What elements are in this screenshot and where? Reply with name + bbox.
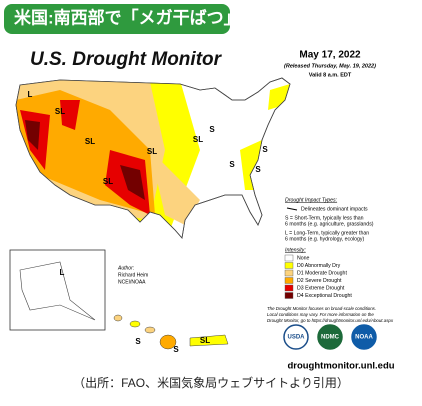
legend-swatch [284, 262, 294, 269]
map-label: SL [193, 135, 203, 144]
note: Drought Monitor, go to https://droughtmo… [267, 318, 394, 323]
map-label: SL [200, 336, 210, 345]
author-label: Author: [117, 265, 135, 271]
logo [283, 324, 309, 350]
author-org: NCEI/NOAA [118, 279, 146, 285]
map-label: S [173, 345, 179, 354]
legend-swatch [284, 269, 294, 277]
legend-swatch [284, 292, 294, 299]
map-title: U.S. Drought Monitor [30, 49, 223, 70]
map-label: S [135, 337, 141, 346]
map-label: S [255, 165, 261, 174]
map-label: S [262, 145, 268, 154]
legend-label: D2 Severe Drought [297, 278, 342, 284]
author-name: Richard Heim [118, 272, 148, 278]
valid: Valid 8 a.m. EDT [309, 72, 352, 78]
released: (Released Thursday, May. 19, 2022) [284, 63, 376, 69]
impact-short: 6 months (e.g. agriculture, grasslands) [285, 221, 374, 227]
logo-text: USDA [287, 335, 305, 341]
badge [4, 4, 230, 34]
map-label: L [60, 268, 65, 277]
date: May 17, 2022 [299, 50, 361, 61]
impact-title: Drought Impact Types: [285, 197, 338, 203]
impact-short: S = Short-Term, typically less than [285, 215, 364, 221]
caption: （出所：FAO、米国気象局ウェブサイトより引用） [73, 375, 349, 390]
map-label: L [28, 90, 33, 99]
legend-label: None [297, 255, 310, 261]
url: droughtmonitor.unl.edu [287, 361, 394, 372]
map-label: SL [147, 147, 157, 156]
map-label: SL [85, 137, 95, 146]
impact-long: L = Long-Term, typically greater than [285, 230, 369, 236]
logo-text: NOAA [355, 335, 373, 341]
legend-label: D4 Exceptional Drought [297, 293, 352, 299]
legend-swatch [284, 254, 294, 262]
map-label: S [209, 125, 215, 134]
note: The Drought Monitor focuses on broad-sca… [267, 306, 376, 311]
impact-delineates: Delineates dominant impacts [301, 206, 368, 212]
logo [351, 324, 377, 350]
impact-long: 6 months (e.g. hydrology, ecology) [285, 236, 364, 242]
logo-text: NDMC [321, 335, 340, 341]
map-label: S [229, 160, 235, 169]
legend-label: D3 Extreme Drought [297, 285, 345, 291]
legend-label: D1 Moderate Drought [297, 270, 347, 276]
legend-swatch [284, 284, 294, 292]
alaska-inset [9, 249, 106, 331]
puerto-rico [189, 334, 229, 347]
map-label: SL [55, 107, 65, 116]
hawaii-inset [113, 314, 177, 350]
badge-text: 米国:南西部で「メガ干ばつ」 [14, 7, 241, 27]
legend-label: D0 Abnormally Dry [297, 263, 341, 269]
intensity-title: Intensity: [285, 247, 306, 253]
impact-line [286, 207, 298, 211]
logo [317, 324, 343, 350]
note: Local conditions may vary. For more info… [267, 312, 374, 317]
legend-swatch [284, 277, 294, 284]
map-label: SL [103, 177, 113, 186]
conus [15, 77, 291, 239]
